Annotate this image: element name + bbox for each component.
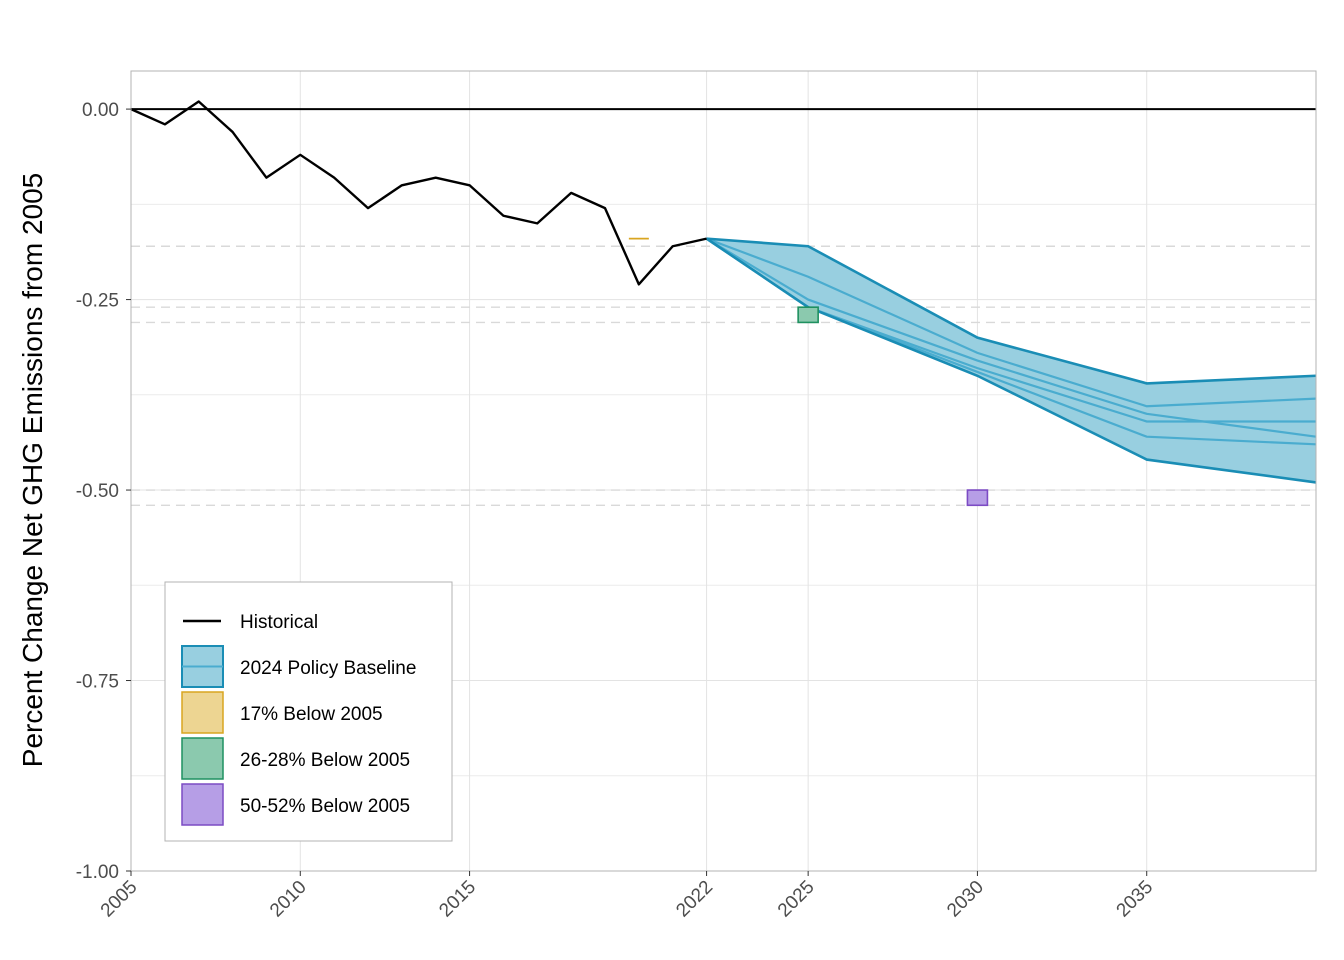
x-tick-label: 2005 xyxy=(97,877,142,922)
legend: Historical 2024 Policy Baseline 17% Belo… xyxy=(164,581,453,842)
policy-baseline-band xyxy=(705,237,1317,484)
legend-key-17-below xyxy=(181,691,224,734)
legend-label-policy-baseline: 2024 Policy Baseline xyxy=(240,658,416,679)
y-tick-label: -0.25 xyxy=(76,291,119,312)
x-tick-label: 2015 xyxy=(435,877,480,922)
legend-key-50-52-below xyxy=(181,783,224,826)
policy-upper-bound xyxy=(706,237,1317,385)
x-tick-label: 2030 xyxy=(943,877,988,922)
historical-line xyxy=(130,100,707,286)
y-tick-label: -1.00 xyxy=(76,862,119,883)
legend-label-26-28-below: 26-28% Below 2005 xyxy=(240,750,410,771)
y-tick-label: -0.50 xyxy=(76,481,119,502)
policy-lower-bound xyxy=(705,237,1317,484)
x-tick-label: 2025 xyxy=(774,877,819,922)
legend-key-26-28-below xyxy=(181,737,224,780)
x-tick-label: 2010 xyxy=(266,877,311,922)
target-26-28-below-marker xyxy=(797,306,819,324)
legend-label-17-below: 17% Below 2005 xyxy=(240,704,383,725)
y-tick-label: 0.00 xyxy=(82,100,119,121)
legend-label-50-52-below: 50-52% Below 2005 xyxy=(240,796,410,817)
target-50-52-below-marker xyxy=(966,489,989,507)
legend-label-historical: Historical xyxy=(240,612,318,633)
plot-border xyxy=(130,70,1317,872)
x-axis-ticks: 2005 2010 2015 2022 2025 2030 2035 xyxy=(97,871,1157,921)
y-tick-label: -0.75 xyxy=(76,672,119,693)
policy-scenario-line xyxy=(706,237,1317,408)
target-markers xyxy=(628,237,989,507)
historical-series xyxy=(130,100,707,286)
x-tick-label: 2022 xyxy=(672,877,717,922)
x-tick-label: 2035 xyxy=(1113,877,1158,922)
y-axis-ticks: 0.00 -0.25 -0.50 -0.75 -1.00 xyxy=(76,100,131,883)
y-axis-title: Percent Change Net GHG Emissions from 20… xyxy=(17,173,48,767)
policy-baseline-area xyxy=(706,238,1316,483)
